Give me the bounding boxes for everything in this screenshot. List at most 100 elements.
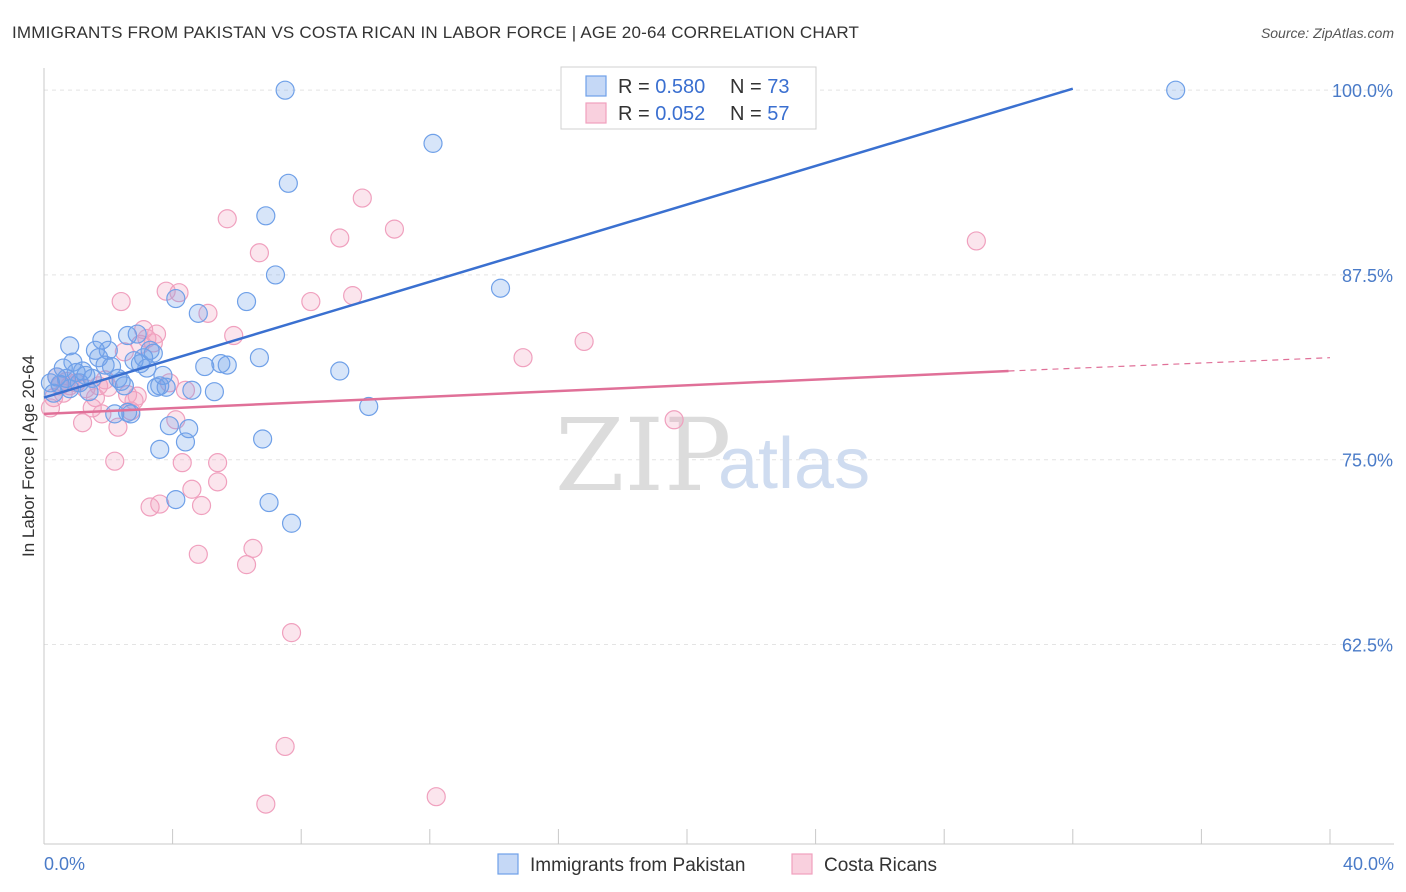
point-pakistan-18	[95, 355, 115, 375]
point-pakistan-37	[150, 439, 170, 459]
trend-line-costa-extension	[1008, 357, 1331, 372]
point-costa-49	[275, 736, 295, 757]
point-costa-16	[105, 451, 125, 471]
point-costa-37	[182, 479, 202, 499]
point-pakistan-51	[236, 291, 257, 312]
point-pakistan-42	[166, 490, 186, 510]
point-pakistan-62	[423, 133, 443, 153]
watermark-atlas: atlas	[718, 424, 870, 504]
point-costa-54	[352, 188, 372, 208]
point-pakistan-26	[117, 325, 138, 346]
point-pakistan-63	[490, 278, 511, 298]
legend-r-value-costa: 0.052	[655, 103, 705, 125]
y-axis-label: In Labor Force | Age 20-64	[19, 355, 38, 557]
point-pakistan-19	[98, 340, 118, 360]
legend-n-label-pakistan: N =	[730, 76, 767, 98]
point-pakistan-35	[146, 377, 167, 397]
legend-bottom-swatch-costa	[791, 853, 813, 875]
legend-top: R = 0.580 N = 73 R = 0.052 N = 57	[560, 66, 817, 130]
point-pakistan-24	[114, 376, 134, 396]
legend-row-costa: R = 0.052 N = 57	[618, 103, 790, 125]
point-costa-29	[146, 324, 167, 344]
y-tick-label-0: 62.5%	[1342, 635, 1393, 655]
point-pakistan-29	[127, 324, 147, 344]
point-pakistan-39	[156, 377, 176, 397]
point-pakistan-36	[150, 376, 170, 396]
legend-n-value-pakistan: 73	[767, 76, 789, 98]
point-pakistan-6	[60, 336, 80, 356]
legend-r-value-pakistan: 0.580	[655, 76, 705, 98]
point-costa-39	[191, 495, 212, 516]
point-pakistan-33	[140, 340, 160, 360]
trend-line-costa	[43, 369, 1009, 416]
legend-bottom: Immigrants from Pakistan Costa Ricans	[497, 853, 937, 876]
point-pakistan-5	[56, 368, 77, 388]
legend-bottom-swatch-pakistan	[497, 853, 519, 875]
y-tick-label-2: 87.5%	[1342, 266, 1393, 286]
point-costa-42	[208, 472, 228, 492]
point-costa-51	[301, 291, 321, 312]
point-pakistan-56	[265, 265, 286, 285]
point-pakistan-61	[359, 396, 379, 417]
point-costa-50	[281, 623, 302, 643]
y-tick-label-1: 75.0%	[1342, 451, 1393, 471]
watermark-zip: ZIP	[555, 397, 731, 514]
point-pakistan-59	[281, 513, 302, 533]
point-costa-57	[513, 348, 533, 368]
point-pakistan-25	[117, 402, 138, 422]
point-pakistan-57	[275, 80, 295, 100]
point-pakistan-60	[330, 361, 350, 381]
point-pakistan-58	[278, 173, 298, 193]
point-pakistan-48	[204, 382, 224, 402]
point-pakistan-47	[195, 356, 215, 377]
point-costa-58	[574, 331, 594, 352]
point-pakistan-53	[253, 429, 273, 449]
point-pakistan-55	[259, 492, 279, 513]
trend-lines	[43, 87, 1331, 416]
legend-row-pakistan: R = 0.580 N = 73	[618, 76, 790, 98]
point-costa-59	[664, 410, 684, 430]
point-costa-30	[150, 494, 170, 514]
chart-title: IMMIGRANTS FROM PAKISTAN VS COSTA RICAN …	[12, 23, 859, 42]
point-costa-55	[384, 219, 405, 239]
point-costa-38	[188, 544, 208, 564]
point-costa-40	[198, 303, 218, 323]
legend-swatch-pakistan	[585, 75, 607, 97]
legend-r-label-pakistan: R =	[618, 76, 655, 98]
point-costa-23	[127, 386, 147, 406]
point-costa-18	[111, 291, 131, 312]
x-ticks	[172, 829, 1331, 844]
point-costa-60	[966, 231, 986, 251]
legend-bottom-label-costa: Costa Ricans	[824, 855, 937, 876]
point-pakistan-44	[179, 419, 199, 439]
point-costa-52	[330, 228, 350, 248]
legend-swatch-costa	[585, 102, 607, 124]
point-costa-46	[243, 538, 263, 558]
point-costa-43	[217, 209, 237, 229]
point-pakistan-50	[217, 355, 237, 375]
point-pakistan-52	[249, 348, 270, 368]
point-costa-41	[208, 453, 228, 473]
legend-n-value-costa: 57	[767, 103, 789, 125]
point-pakistan-27	[121, 404, 141, 424]
point-pakistan-34	[143, 343, 163, 363]
point-pakistan-20	[101, 356, 122, 377]
point-costa-36	[175, 380, 196, 400]
point-costa-47	[249, 243, 270, 263]
point-pakistan-46	[188, 303, 208, 323]
point-costa-34	[169, 283, 189, 303]
point-pakistan-45	[182, 380, 202, 400]
y-tick-label-3: 100.0%	[1332, 81, 1393, 101]
point-costa-45	[236, 555, 257, 575]
point-costa-8	[72, 413, 93, 433]
point-pakistan-17	[92, 330, 112, 350]
point-pakistan-38	[153, 365, 173, 386]
legend-r-label-costa: R =	[618, 103, 655, 125]
x-tick-label-min: 0.0%	[44, 854, 85, 874]
point-costa-56	[426, 787, 446, 807]
trend-line-pakistan	[43, 87, 1074, 399]
x-tick-label-max: 40.0%	[1343, 854, 1394, 874]
point-pakistan-65	[1166, 80, 1186, 100]
chart-source: Source: ZipAtlas.com	[1261, 25, 1394, 41]
